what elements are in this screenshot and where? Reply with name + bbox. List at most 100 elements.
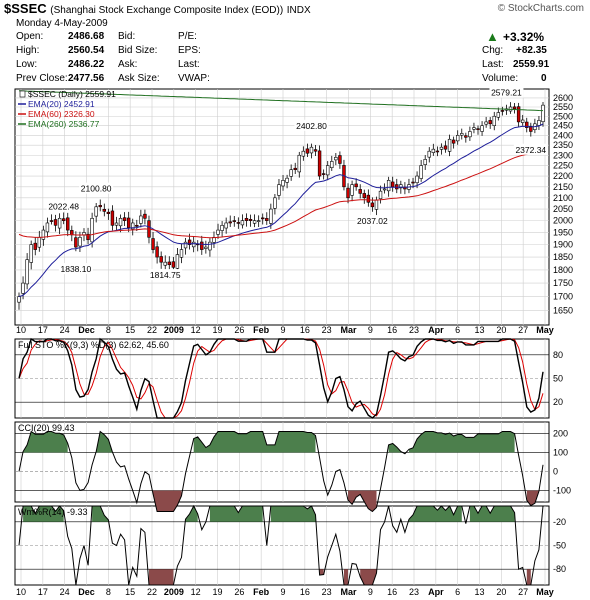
candle-body [362, 193, 366, 199]
candle-body [301, 150, 306, 157]
candle-body [281, 180, 285, 187]
candle-body [516, 106, 521, 123]
cci-fill-positive [409, 431, 515, 453]
x-tick-label-bottom: 23 [409, 587, 419, 597]
y-tick-label: 1850 [553, 252, 573, 262]
candle-body [500, 110, 505, 112]
candle-body [537, 120, 541, 126]
cci-fill-negative [526, 490, 539, 506]
wr-fill-negative [360, 569, 377, 585]
x-tick-label-top: 8 [106, 325, 111, 335]
x-tick-label-top: Dec [78, 325, 95, 335]
x-tick-label-top: 16 [387, 325, 397, 335]
sto-tick-label: 50 [553, 374, 563, 384]
y-tick-label: 2250 [553, 161, 573, 171]
chart-title: $SSEC (Shanghai Stock Exchange Composite… [4, 1, 311, 16]
candle-body [321, 173, 326, 175]
candle-body [139, 215, 143, 224]
x-tick-label-bottom: 16 [387, 587, 397, 597]
candle-body [57, 217, 62, 229]
bid-label: Bid: [118, 31, 136, 42]
annotation-bg [46, 200, 81, 212]
x-tick-label-bottom: Apr [428, 587, 444, 597]
candle-body [220, 225, 224, 231]
pct-change: +3.32% [503, 30, 545, 44]
candle-body [228, 221, 232, 224]
index-name: (Shanghai Stock Exchange Composite Index… [50, 5, 284, 16]
candle-body [155, 246, 159, 258]
candle-body [439, 146, 444, 150]
legend-candle-icon [19, 90, 26, 98]
candle-body [411, 181, 415, 184]
candle-body [313, 149, 318, 152]
candle-body [143, 213, 147, 219]
candle-body [106, 211, 111, 214]
symbol: $SSEC [4, 1, 47, 16]
x-tick-label-bottom: 9 [368, 587, 373, 597]
ema60-line [18, 149, 544, 239]
vwap-label: VWAP: [178, 73, 210, 84]
cci-fill-positive [96, 431, 113, 453]
candle-body [208, 241, 212, 251]
candle-body [216, 229, 220, 235]
candle-body [163, 261, 167, 266]
candle-body [183, 241, 188, 249]
y-tick-label: 2200 [553, 171, 573, 181]
y-tick-label: 2500 [553, 111, 573, 121]
candle-body [110, 210, 115, 226]
x-tick-label-top: 2009 [164, 325, 184, 335]
annotation-label: 2037.02 [357, 216, 388, 226]
y-tick-label: 2300 [553, 150, 573, 160]
x-tick-label-top: 23 [322, 325, 332, 335]
last-label: Last: [178, 59, 200, 70]
prevclose-label: Prev Close: [16, 73, 68, 84]
y-tick-label: 2400 [553, 130, 573, 140]
candle-body [374, 199, 379, 210]
candle-body [86, 233, 90, 241]
candle-body [232, 220, 236, 222]
credit: © StockCharts.com [497, 3, 584, 14]
annotation-bg [148, 269, 183, 281]
candle-body [476, 128, 480, 130]
candle-body [468, 131, 472, 138]
x-tick-label-bottom: 13 [474, 587, 484, 597]
candle-body [451, 139, 456, 144]
y-tick-label: 2550 [553, 102, 573, 112]
candle-body [419, 165, 423, 179]
wr-line [18, 504, 544, 586]
annotation-bg [513, 143, 548, 155]
low-value: 2486.22 [68, 59, 105, 70]
annotation-label: 2402.80 [296, 121, 327, 131]
cci-fill-positive [388, 443, 401, 453]
chg-value: +82.35 [516, 45, 547, 56]
cci-fill-negative [348, 490, 377, 512]
cci-tick-label: 0 [553, 467, 558, 477]
candle-body [289, 169, 293, 177]
candle-body [98, 205, 102, 208]
prevclose-value: 2477.56 [68, 73, 105, 84]
candle-body [317, 150, 322, 177]
last2-value: 2559.91 [513, 59, 550, 70]
x-tick-label-bottom: 8 [106, 587, 111, 597]
ask-label: Ask: [118, 59, 138, 70]
pe-label: P/E: [178, 31, 197, 42]
legend-entry: EMA(260) 2536.77 [28, 119, 100, 129]
exchange: INDX [286, 5, 311, 16]
candle-body [443, 145, 448, 150]
x-tick-label-top: Mar [340, 325, 357, 335]
last2-label: Last: [482, 59, 504, 70]
candle-body [346, 187, 350, 199]
candle-body [256, 220, 261, 222]
cci-tick-label: 100 [553, 447, 568, 457]
candle-body [204, 246, 208, 249]
wr-fill-positive [23, 506, 64, 522]
candle-body [224, 222, 228, 229]
annotation-label: 1814.75 [150, 270, 181, 280]
candle-body [455, 135, 460, 142]
x-tick-label-top: 27 [518, 325, 528, 335]
candle-body [277, 184, 281, 196]
candle-body [33, 242, 37, 250]
candle-body [90, 217, 94, 243]
candle-body [496, 112, 501, 118]
x-tick-label-bottom: 12 [191, 587, 201, 597]
